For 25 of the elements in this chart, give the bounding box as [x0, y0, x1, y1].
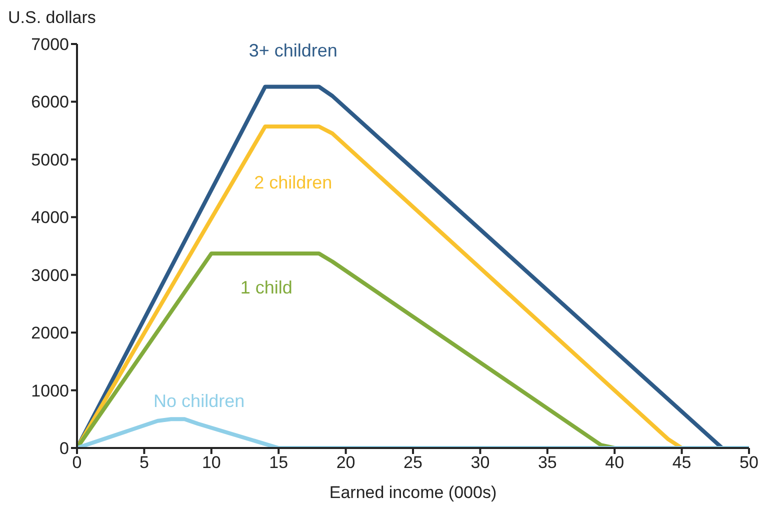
- y-tick-label: 1000: [31, 381, 69, 400]
- x-tick-label: 0: [72, 453, 82, 472]
- x-tick-label: 40: [605, 453, 624, 472]
- y-tick-label: 7000: [31, 35, 69, 54]
- x-tick-label: 30: [470, 453, 490, 472]
- x-tick-label: 35: [538, 453, 557, 472]
- x-tick-label: 45: [672, 453, 692, 472]
- y-tick-label: 6000: [31, 92, 69, 112]
- y-tick-label: 5000: [31, 150, 69, 170]
- series-label: 2 children: [254, 172, 332, 193]
- x-tick-label: 20: [336, 453, 356, 472]
- y-tick-label: 0: [60, 439, 69, 458]
- y-tick-label: 4000: [31, 208, 69, 228]
- x-tick-label: 25: [404, 453, 422, 472]
- y-tick-label: 3000: [31, 266, 69, 285]
- x-tick-label: 10: [202, 453, 221, 472]
- x-tick-label: 5: [139, 453, 149, 472]
- series-label: 1 child: [240, 278, 292, 298]
- x-tick-label: 15: [269, 453, 288, 472]
- series-label: 3+ children: [248, 40, 338, 61]
- series-label: No children: [154, 391, 245, 412]
- y-tick-label: 2000: [31, 324, 69, 343]
- x-axis-title: Earned income (000s): [329, 483, 497, 502]
- x-tick-label: 50: [740, 453, 758, 472]
- y-axis-title: U.S. dollars: [8, 8, 96, 28]
